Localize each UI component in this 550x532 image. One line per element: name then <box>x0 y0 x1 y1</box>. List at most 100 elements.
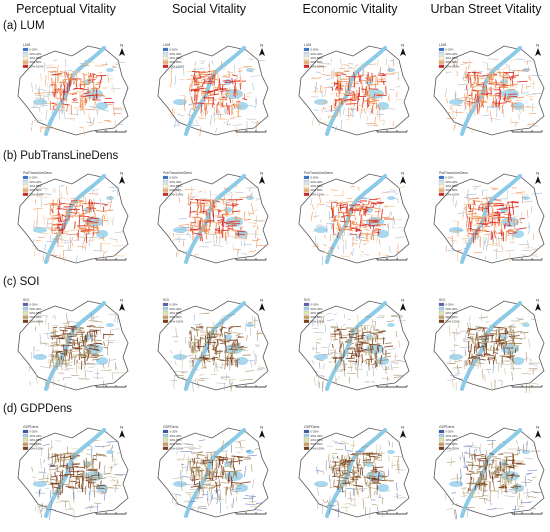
street-segment <box>193 210 198 213</box>
street-segment <box>467 65 470 70</box>
street-segment <box>80 345 86 347</box>
street-segment <box>350 226 359 229</box>
street-segment <box>220 328 223 337</box>
street-segment <box>230 477 233 488</box>
legend-swatch <box>22 434 29 438</box>
street-segment <box>56 100 59 112</box>
north-label: N <box>120 298 123 303</box>
street-segment <box>496 208 506 211</box>
street-segment <box>393 215 396 226</box>
street-segment <box>234 102 241 106</box>
street-segment <box>206 479 215 482</box>
street-segment <box>447 379 456 381</box>
legend-swatch <box>438 175 445 180</box>
street-segment <box>215 127 217 133</box>
street-segment <box>506 224 512 227</box>
street-segment <box>203 203 205 214</box>
street-segment <box>193 87 205 90</box>
street-segment <box>490 459 498 462</box>
street-segment <box>478 316 489 319</box>
street-segment <box>92 326 104 329</box>
street-segment <box>326 504 336 507</box>
street-segment <box>350 334 353 341</box>
street-segment <box>312 346 315 351</box>
street-segment <box>483 345 486 357</box>
street-segment <box>377 454 382 456</box>
street-segment <box>30 106 41 109</box>
street-segment <box>213 112 215 122</box>
map-panel: LUM 0-20% 20%-40% 40%-60% 60%-80% 80%-100% N <box>10 36 138 138</box>
street-segment <box>374 462 377 467</box>
street-segment <box>492 236 494 244</box>
street-segment <box>335 86 338 91</box>
street-segment <box>47 82 49 87</box>
street-segment <box>484 348 489 351</box>
street-segment <box>333 329 340 332</box>
street-segment <box>316 466 318 474</box>
street-segment <box>205 81 210 85</box>
lake <box>96 230 108 238</box>
street-segment <box>55 470 63 473</box>
street-segment <box>35 239 41 242</box>
street-segment <box>356 367 359 379</box>
street-segment <box>232 456 235 462</box>
north-arrow-icon: N <box>535 171 541 184</box>
street-segment <box>63 84 66 96</box>
street-segment <box>79 99 82 108</box>
street-segment <box>477 94 486 97</box>
street-segment <box>452 197 454 201</box>
street-segment <box>321 108 323 113</box>
street-segment <box>207 94 214 97</box>
street-segment <box>230 382 233 392</box>
street-segment <box>335 468 338 476</box>
street-segment <box>354 337 363 340</box>
street-segment <box>341 255 351 258</box>
street-segment <box>218 450 228 453</box>
street-segment <box>493 230 496 238</box>
lake <box>314 354 328 360</box>
lake <box>106 323 114 327</box>
street-segment <box>206 326 209 336</box>
street-segment <box>525 475 527 487</box>
street-segment <box>387 348 396 350</box>
street-segment <box>356 463 359 473</box>
street-segment <box>384 365 387 374</box>
street-segment <box>196 200 199 209</box>
street-segment <box>72 243 74 247</box>
street-segment <box>379 354 383 364</box>
street-segment <box>189 500 197 503</box>
north-arrow-icon: N <box>259 43 265 56</box>
street-segment <box>58 337 62 340</box>
street-segment <box>450 106 452 111</box>
street-segment <box>382 509 384 518</box>
street-segment <box>488 58 499 60</box>
street-segment <box>216 497 219 505</box>
street-segment <box>220 96 222 106</box>
street-segment <box>467 322 469 332</box>
street-segment <box>480 355 488 358</box>
street-segment <box>63 457 65 468</box>
street-segment <box>390 211 393 216</box>
street-segment <box>247 321 254 323</box>
street-segment <box>381 450 383 462</box>
lake <box>33 354 47 360</box>
street-segment <box>59 71 68 73</box>
street-segment <box>476 102 478 107</box>
street-segment <box>58 228 65 232</box>
street-segment <box>501 245 504 251</box>
street-segment <box>35 492 46 494</box>
street-segment <box>357 491 360 497</box>
street-segment <box>481 197 493 200</box>
street-segment <box>462 239 469 241</box>
legend-swatch <box>162 60 169 64</box>
street-segment <box>88 237 91 247</box>
street-segment <box>177 249 179 256</box>
street-segment <box>505 249 515 252</box>
street-segment <box>234 446 246 449</box>
street-segment <box>348 66 352 69</box>
street-segment <box>93 316 99 319</box>
street-segment <box>115 120 117 130</box>
street-segment <box>92 454 96 457</box>
street-segment <box>512 357 515 365</box>
